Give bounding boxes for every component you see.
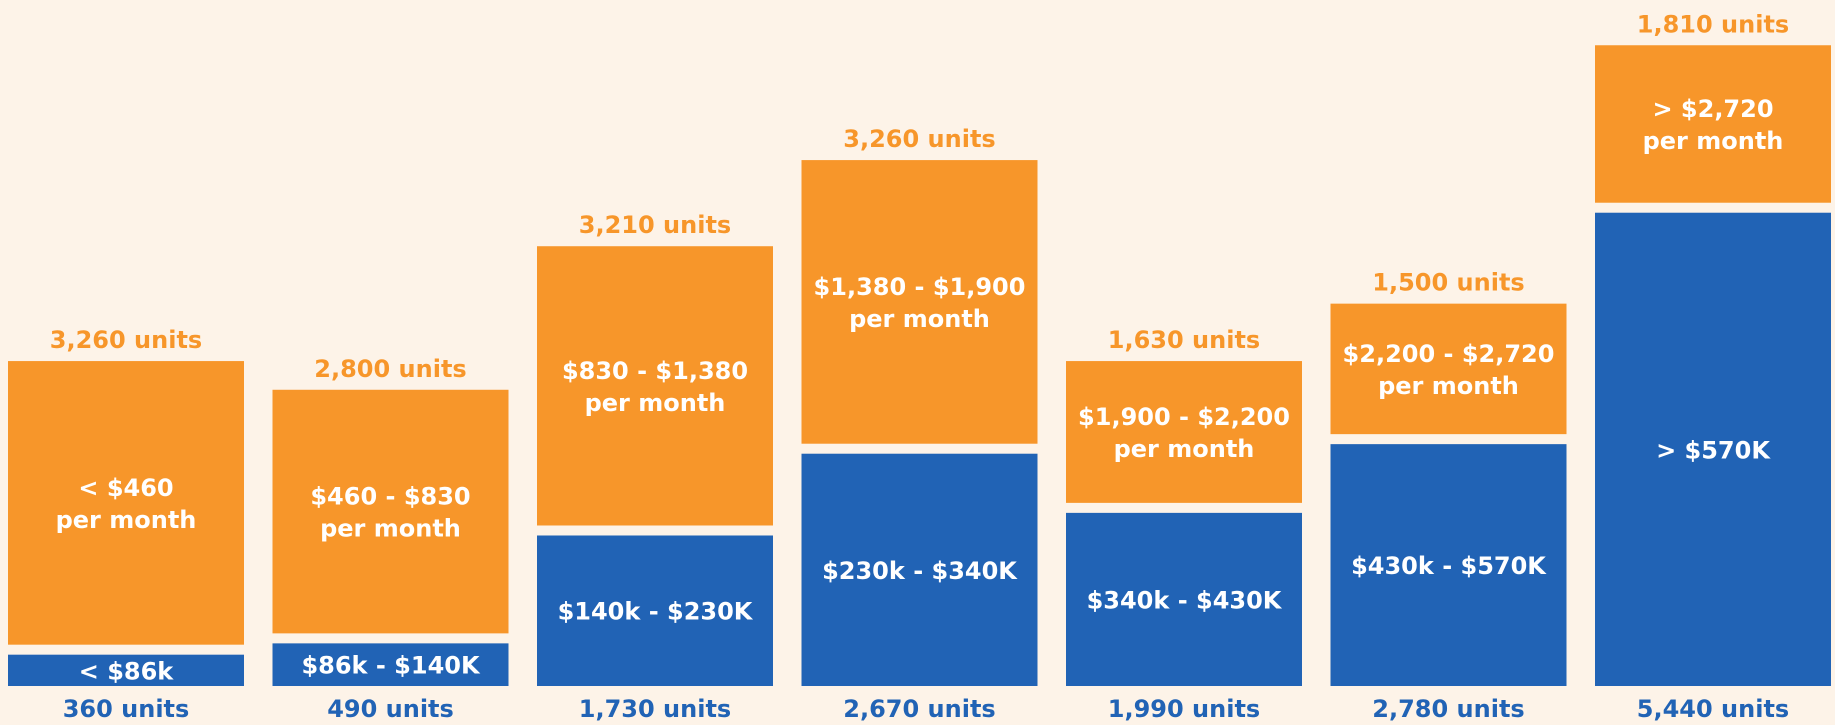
value-label: 1,630 units [1108, 326, 1260, 354]
bar-segment [1330, 444, 1567, 686]
value-label: 2,780 units [1372, 695, 1524, 723]
segment-label: $1,380 - $1,900 [814, 273, 1026, 301]
value-label: 1,730 units [579, 695, 731, 723]
bar-segment [8, 361, 244, 645]
value-label: 1,810 units [1637, 10, 1789, 38]
segment-label: $2,200 - $2,720 [1343, 340, 1555, 368]
value-label: 3,210 units [579, 211, 731, 239]
bar-segment [1330, 303, 1567, 435]
segment-label: $340k - $430K [1087, 586, 1283, 614]
segment-label: $460 - $830 [310, 483, 470, 511]
value-label: 2,800 units [314, 355, 466, 383]
segment-label: $430k - $570K [1351, 552, 1547, 580]
value-label: 490 units [327, 695, 454, 723]
segment-label: per month [1114, 435, 1255, 463]
value-label: 360 units [63, 695, 190, 723]
value-label: 1,990 units [1108, 695, 1260, 723]
bar-segment [537, 535, 773, 686]
bar-segment [801, 453, 1038, 686]
segment-label: per month [1378, 372, 1519, 400]
bar-segment [8, 654, 244, 686]
value-label: 5,440 units [1637, 695, 1789, 723]
value-label: 1,500 units [1372, 269, 1524, 297]
segment-label: per month [320, 515, 461, 543]
bar-segment [1595, 212, 1831, 686]
segment-label: per month [585, 389, 726, 417]
bar-segment [272, 389, 509, 634]
segment-label: < $86k [79, 657, 175, 685]
bar-segment [1595, 45, 1831, 203]
segment-label: $230k - $340K [822, 557, 1018, 585]
segment-label: > $2,720 [1652, 95, 1773, 123]
segment-label: $86k - $140K [301, 652, 481, 680]
segment-label: per month [56, 506, 197, 534]
segment-label: < $460 [78, 474, 173, 502]
bar-segment [1066, 361, 1302, 503]
segment-label: $830 - $1,380 [562, 357, 748, 385]
segment-label: $140k - $230K [558, 598, 754, 626]
bar-segment [537, 246, 773, 526]
bar-segment [272, 643, 509, 686]
segment-label: per month [1643, 127, 1784, 155]
segment-label: $1,900 - $2,200 [1078, 403, 1290, 431]
segment-label: per month [849, 305, 990, 333]
value-label: 2,670 units [843, 695, 995, 723]
bar-segment [801, 160, 1038, 444]
segment-label: > $570K [1656, 436, 1771, 464]
value-label: 3,260 units [50, 326, 202, 354]
bar-segment [1066, 512, 1302, 686]
value-label: 3,260 units [843, 125, 995, 153]
